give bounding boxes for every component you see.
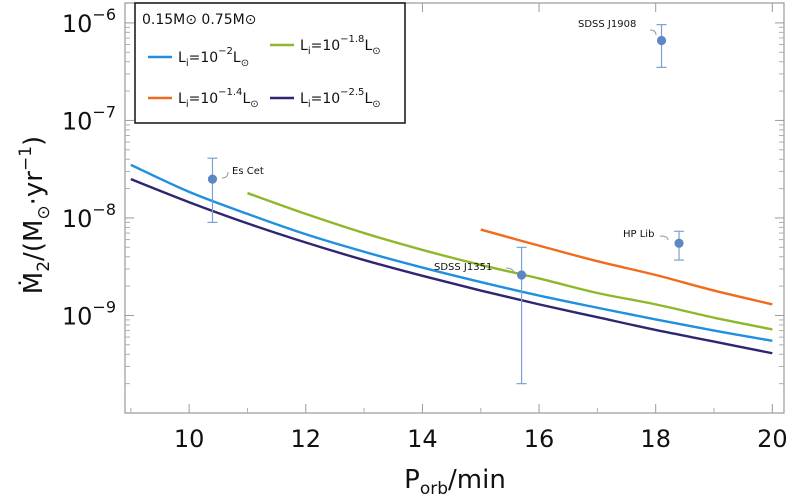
data-point — [516, 270, 527, 280]
series-lines — [130, 163, 773, 355]
x-tick-label: 12 — [291, 425, 322, 453]
point-label: Es Cet — [232, 166, 264, 177]
legend-label: Li=10−2L⊙ — [178, 46, 249, 69]
plot-frame — [124, 2, 785, 414]
x-tick-label: 14 — [407, 425, 438, 453]
data-point — [656, 35, 667, 46]
series-line-0 — [130, 163, 773, 342]
y-tick-label: 10−7 — [62, 102, 116, 135]
series-line-3 — [130, 178, 773, 355]
series-line-2 — [247, 191, 773, 331]
y-tick-label: 10−8 — [62, 200, 116, 233]
svg-text:Ṁ2/(M⊙·yr−1): Ṁ2/(M⊙·yr−1) — [16, 136, 54, 294]
point-label-connector — [649, 29, 657, 36]
point-label: SDSS J1351 — [434, 262, 492, 273]
y-tick-label: 10−9 — [62, 297, 116, 330]
point-label-connector — [221, 171, 229, 179]
series-line-1 — [480, 228, 773, 306]
axis-ticks: 10 12 14 16 18 20 10−9 10−8 10−7 10−6 — [62, 3, 788, 453]
x-axis-title: Porb/min — [404, 465, 506, 496]
data-point — [674, 238, 684, 248]
y-tick-label: 10−6 — [62, 5, 116, 38]
x-tick-label: 18 — [640, 425, 671, 453]
legend-label: Li=10−1.4L⊙ — [178, 87, 259, 110]
x-tick-label: 20 — [757, 425, 788, 453]
data-points: Es Cet SDSS J1908 HP Lib SDSS J1351 — [207, 19, 685, 385]
data-point — [207, 174, 218, 184]
y-axis-title: Ṁ2/(M⊙·yr−1) — [16, 136, 54, 294]
point-label: SDSS J1908 — [578, 19, 636, 30]
x-tick-label: 16 — [524, 425, 555, 453]
point-label-connector — [505, 267, 515, 275]
x-tick-label: 10 — [174, 425, 205, 453]
legend-label: Li=10−2.5L⊙ — [300, 87, 381, 110]
point-label-connector — [659, 235, 669, 241]
legend: 0.15M⊙ 0.75M⊙ Li=10−2L⊙ Li=10−1.4L⊙ Li=10−… — [134, 2, 406, 124]
legend-box — [134, 2, 406, 124]
point-label: HP Lib — [623, 229, 654, 240]
legend-header: 0.15M⊙ 0.75M⊙ — [142, 12, 256, 28]
legend-label: Li=10−1.8L⊙ — [300, 34, 381, 57]
